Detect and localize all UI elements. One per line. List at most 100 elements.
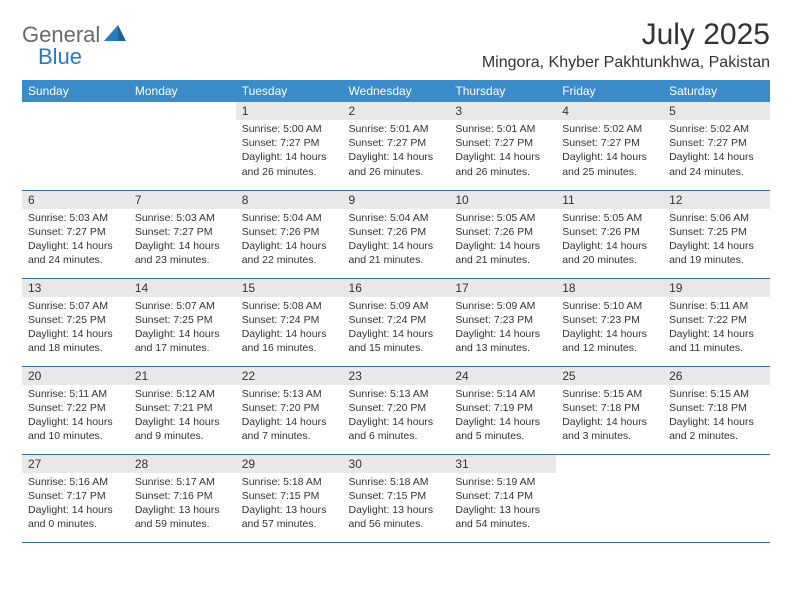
day-number: 31 <box>449 455 556 473</box>
daylight-text: Daylight: 14 hours and 24 minutes. <box>28 239 123 267</box>
sunrise-text: Sunrise: 5:15 AM <box>669 387 764 401</box>
sunrise-text: Sunrise: 5:02 AM <box>562 122 657 136</box>
day-number: 27 <box>22 455 129 473</box>
calendar-header-row: SundayMondayTuesdayWednesdayThursdayFrid… <box>22 80 770 102</box>
sunrise-text: Sunrise: 5:15 AM <box>562 387 657 401</box>
day-details: Sunrise: 5:09 AMSunset: 7:23 PMDaylight:… <box>449 297 556 360</box>
daylight-text: Daylight: 14 hours and 0 minutes. <box>28 503 123 531</box>
weekday-header: Sunday <box>22 80 129 102</box>
daylight-text: Daylight: 14 hours and 21 minutes. <box>349 239 444 267</box>
sunset-text: Sunset: 7:24 PM <box>349 313 444 327</box>
sunrise-text: Sunrise: 5:03 AM <box>135 211 230 225</box>
daylight-text: Daylight: 14 hours and 15 minutes. <box>349 327 444 355</box>
day-number: 5 <box>663 102 770 120</box>
day-details: Sunrise: 5:13 AMSunset: 7:20 PMDaylight:… <box>236 385 343 448</box>
daylight-text: Daylight: 14 hours and 20 minutes. <box>562 239 657 267</box>
day-details: Sunrise: 5:10 AMSunset: 7:23 PMDaylight:… <box>556 297 663 360</box>
sunrise-text: Sunrise: 5:10 AM <box>562 299 657 313</box>
calendar-day-cell: 30Sunrise: 5:18 AMSunset: 7:15 PMDayligh… <box>343 454 450 542</box>
weekday-header: Wednesday <box>343 80 450 102</box>
sunset-text: Sunset: 7:25 PM <box>28 313 123 327</box>
calendar-day-cell: 28 Sunrise: 5:17 AMSunset: 7:16 PMDayligh… <box>129 454 236 542</box>
day-details: Sunrise: 5:00 AMSunset: 7:27 PMDaylight:… <box>236 120 343 183</box>
day-number: 6 <box>22 191 129 209</box>
sunrise-text: Sunrise: 5:18 AM <box>349 475 444 489</box>
day-number: 29 <box>236 455 343 473</box>
sunset-text: Sunset: 7:27 PM <box>349 136 444 150</box>
sunset-text: Sunset: 7:16 PM <box>135 489 230 503</box>
day-number: 28 <box>129 455 236 473</box>
sunset-text: Sunset: 7:22 PM <box>28 401 123 415</box>
sunset-text: Sunset: 7:21 PM <box>135 401 230 415</box>
sunrise-text: Sunrise: 5:11 AM <box>669 299 764 313</box>
day-details: Sunrise: 5:05 AMSunset: 7:26 PMDaylight:… <box>556 209 663 272</box>
day-number: 11 <box>556 191 663 209</box>
daylight-text: Daylight: 14 hours and 26 minutes. <box>349 150 444 178</box>
day-details: Sunrise: 5:12 AMSunset: 7:21 PMDaylight:… <box>129 385 236 448</box>
daylight-text: Daylight: 14 hours and 12 minutes. <box>562 327 657 355</box>
sunset-text: Sunset: 7:14 PM <box>455 489 550 503</box>
day-number: 12 <box>663 191 770 209</box>
calendar-day-cell: 18Sunrise: 5:10 AMSunset: 7:23 PMDayligh… <box>556 278 663 366</box>
calendar-day-cell: 29Sunrise: 5:18 AMSunset: 7:15 PMDayligh… <box>236 454 343 542</box>
calendar-day-cell: 14Sunrise: 5:07 AMSunset: 7:25 PMDayligh… <box>129 278 236 366</box>
daylight-text: Daylight: 13 hours and 56 minutes. <box>349 503 444 531</box>
day-number: 13 <box>22 279 129 297</box>
calendar-day-cell: 22Sunrise: 5:13 AMSunset: 7:20 PMDayligh… <box>236 366 343 454</box>
day-details: Sunrise: 5:11 AMSunset: 7:22 PMDaylight:… <box>22 385 129 448</box>
daylight-text: Daylight: 14 hours and 2 minutes. <box>669 415 764 443</box>
calendar-week-row: 6Sunrise: 5:03 AMSunset: 7:27 PMDaylight… <box>22 190 770 278</box>
weekday-header: Saturday <box>663 80 770 102</box>
weekday-header: Friday <box>556 80 663 102</box>
calendar-week-row: 13Sunrise: 5:07 AMSunset: 7:25 PMDayligh… <box>22 278 770 366</box>
logo-triangle-icon <box>104 25 126 46</box>
page-header: General July 2025 Mingora, Khyber Pakhtu… <box>22 18 770 72</box>
day-details: Sunrise: 5:08 AMSunset: 7:24 PMDaylight:… <box>236 297 343 360</box>
calendar-day-cell: 19Sunrise: 5:11 AMSunset: 7:22 PMDayligh… <box>663 278 770 366</box>
calendar-day-cell: 8Sunrise: 5:04 AMSunset: 7:26 PMDaylight… <box>236 190 343 278</box>
day-number: 8 <box>236 191 343 209</box>
sunrise-text: Sunrise: 5:17 AM <box>135 475 230 489</box>
sunset-text: Sunset: 7:27 PM <box>28 225 123 239</box>
day-number: 21 <box>129 367 236 385</box>
weekday-header: Tuesday <box>236 80 343 102</box>
day-details: Sunrise: 5:13 AMSunset: 7:20 PMDaylight:… <box>343 385 450 448</box>
calendar-day-cell: 9Sunrise: 5:04 AMSunset: 7:26 PMDaylight… <box>343 190 450 278</box>
title-block: July 2025 Mingora, Khyber Pakhtunkhwa, P… <box>482 18 770 72</box>
day-number: 2 <box>343 102 450 120</box>
daylight-text: Daylight: 14 hours and 25 minutes. <box>562 150 657 178</box>
sunset-text: Sunset: 7:23 PM <box>455 313 550 327</box>
calendar-day-cell: 10Sunrise: 5:05 AMSunset: 7:26 PMDayligh… <box>449 190 556 278</box>
sunset-text: Sunset: 7:27 PM <box>455 136 550 150</box>
daylight-text: Daylight: 13 hours and 57 minutes. <box>242 503 337 531</box>
sunrise-text: Sunrise: 5:14 AM <box>455 387 550 401</box>
daylight-text: Daylight: 14 hours and 21 minutes. <box>455 239 550 267</box>
calendar-day-cell: 23Sunrise: 5:13 AMSunset: 7:20 PMDayligh… <box>343 366 450 454</box>
daylight-text: Daylight: 14 hours and 11 minutes. <box>669 327 764 355</box>
sunset-text: Sunset: 7:18 PM <box>669 401 764 415</box>
calendar-table: SundayMondayTuesdayWednesdayThursdayFrid… <box>22 80 770 543</box>
calendar-day-cell: 4Sunrise: 5:02 AMSunset: 7:27 PMDaylight… <box>556 102 663 190</box>
sunrise-text: Sunrise: 5:01 AM <box>349 122 444 136</box>
daylight-text: Daylight: 14 hours and 10 minutes. <box>28 415 123 443</box>
day-number: 19 <box>663 279 770 297</box>
daylight-text: Daylight: 14 hours and 26 minutes. <box>455 150 550 178</box>
day-details: Sunrise: 5:04 AMSunset: 7:26 PMDaylight:… <box>343 209 450 272</box>
calendar-day-cell: 2 Sunrise: 5:01 AMSunset: 7:27 PMDaylight… <box>343 102 450 190</box>
daylight-text: Daylight: 13 hours and 59 minutes. <box>135 503 230 531</box>
day-details: Sunrise: 5:11 AMSunset: 7:22 PMDaylight:… <box>663 297 770 360</box>
day-number <box>22 102 129 106</box>
calendar-day-cell: 24Sunrise: 5:14 AMSunset: 7:19 PMDayligh… <box>449 366 556 454</box>
sunrise-text: Sunrise: 5:19 AM <box>455 475 550 489</box>
daylight-text: Daylight: 14 hours and 26 minutes. <box>242 150 337 178</box>
sunrise-text: Sunrise: 5:12 AM <box>135 387 230 401</box>
weekday-header: Thursday <box>449 80 556 102</box>
day-details: Sunrise: 5:15 AMSunset: 7:18 PMDaylight:… <box>556 385 663 448</box>
sunset-text: Sunset: 7:27 PM <box>135 225 230 239</box>
daylight-text: Daylight: 13 hours and 54 minutes. <box>455 503 550 531</box>
sunrise-text: Sunrise: 5:13 AM <box>242 387 337 401</box>
day-number: 26 <box>663 367 770 385</box>
day-details: Sunrise: 5:05 AMSunset: 7:26 PMDaylight:… <box>449 209 556 272</box>
calendar-day-cell: 17Sunrise: 5:09 AMSunset: 7:23 PMDayligh… <box>449 278 556 366</box>
day-number: 17 <box>449 279 556 297</box>
